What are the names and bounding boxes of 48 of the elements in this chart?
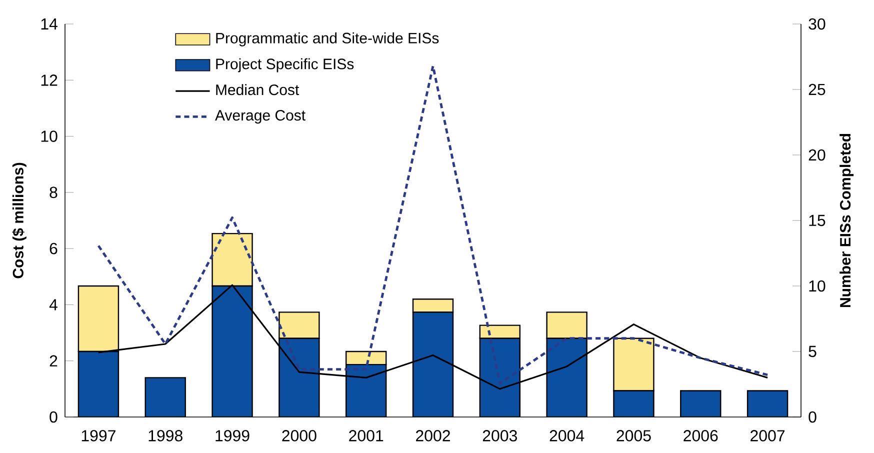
bar [746, 390, 788, 417]
y2-tick-label: 30 [808, 18, 826, 30]
y2-tick-label: 20 [808, 149, 826, 161]
bar [613, 390, 654, 417]
y2-tick-label: 25 [808, 84, 826, 96]
y2-tick-label: 5 [808, 346, 816, 358]
x-tick-label: 2001 [349, 430, 384, 442]
x-tick-label: 1998 [148, 430, 182, 442]
bar [479, 324, 521, 339]
x-tick-label: 1999 [216, 430, 250, 442]
y2-tick-label: 0 [808, 411, 816, 423]
bar [78, 350, 120, 417]
bar [546, 312, 588, 339]
bar [278, 312, 320, 339]
y-tick-label: 12 [41, 74, 58, 86]
legend-label: Median Cost [216, 84, 300, 96]
y-tick-label: 4 [49, 299, 58, 310]
y-tick-label: 0 [50, 411, 58, 423]
y2-tick-label: 15 [809, 214, 826, 226]
x-tick-label: 2003 [482, 430, 517, 442]
y-tick-label: 10 [41, 130, 58, 142]
y2-tick-label: 10 [809, 280, 826, 292]
legend-label: Project Specific EISs [216, 58, 354, 72]
y-axis-title: Cost ($ millions) [12, 162, 26, 278]
x-tick-label: 2002 [416, 430, 450, 442]
y2-axis-title: Number EISs Completed [840, 134, 854, 307]
y-tick-label: 8 [50, 186, 58, 198]
legend-label: Programmatic and Site-wide EISs [216, 32, 439, 46]
bar [479, 338, 521, 417]
y-tick-label: 2 [50, 355, 58, 366]
bar [546, 338, 588, 417]
bar [680, 390, 722, 417]
y-tick-label: 14 [41, 18, 58, 30]
x-tick-label: 1997 [82, 430, 116, 442]
bar [412, 298, 454, 313]
bar [212, 285, 253, 417]
x-tick-label: 2007 [750, 430, 785, 442]
y-tick-label: 6 [50, 242, 58, 254]
x-tick-label: 2004 [550, 430, 584, 442]
x-tick-label: 2000 [282, 430, 316, 442]
x-tick-label: 2005 [616, 430, 651, 442]
bar [144, 377, 186, 417]
bar [278, 338, 320, 417]
bar [345, 364, 387, 417]
bar [613, 338, 654, 392]
legend-label: Average Cost [215, 110, 306, 124]
bar [412, 312, 454, 417]
x-tick-label: 2006 [684, 430, 718, 442]
